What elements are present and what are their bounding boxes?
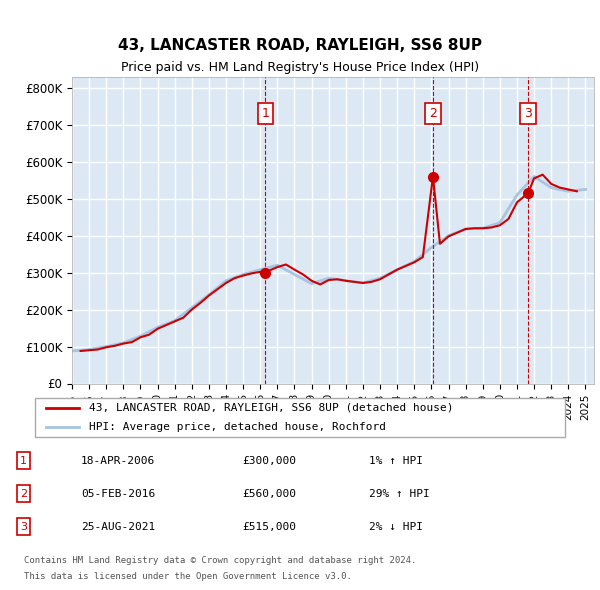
- Text: 29% ↑ HPI: 29% ↑ HPI: [369, 489, 430, 499]
- Text: 05-FEB-2016: 05-FEB-2016: [81, 489, 155, 499]
- Text: 43, LANCASTER ROAD, RAYLEIGH, SS6 8UP (detached house): 43, LANCASTER ROAD, RAYLEIGH, SS6 8UP (d…: [89, 403, 454, 412]
- Text: Price paid vs. HM Land Registry's House Price Index (HPI): Price paid vs. HM Land Registry's House …: [121, 61, 479, 74]
- Text: £560,000: £560,000: [242, 489, 296, 499]
- Text: 1: 1: [261, 107, 269, 120]
- Text: This data is licensed under the Open Government Licence v3.0.: This data is licensed under the Open Gov…: [24, 572, 352, 581]
- Text: 1% ↑ HPI: 1% ↑ HPI: [369, 455, 423, 466]
- Text: Contains HM Land Registry data © Crown copyright and database right 2024.: Contains HM Land Registry data © Crown c…: [24, 556, 416, 565]
- Text: 2% ↓ HPI: 2% ↓ HPI: [369, 522, 423, 532]
- Text: 3: 3: [524, 107, 532, 120]
- Text: 43, LANCASTER ROAD, RAYLEIGH, SS6 8UP: 43, LANCASTER ROAD, RAYLEIGH, SS6 8UP: [118, 38, 482, 53]
- Text: 2: 2: [429, 107, 437, 120]
- Text: £515,000: £515,000: [242, 522, 296, 532]
- Text: 1: 1: [20, 455, 27, 466]
- FancyBboxPatch shape: [35, 398, 565, 437]
- Text: £300,000: £300,000: [242, 455, 296, 466]
- Text: 18-APR-2006: 18-APR-2006: [81, 455, 155, 466]
- Text: 25-AUG-2021: 25-AUG-2021: [81, 522, 155, 532]
- Text: 3: 3: [20, 522, 27, 532]
- Text: HPI: Average price, detached house, Rochford: HPI: Average price, detached house, Roch…: [89, 422, 386, 432]
- Text: 2: 2: [20, 489, 27, 499]
